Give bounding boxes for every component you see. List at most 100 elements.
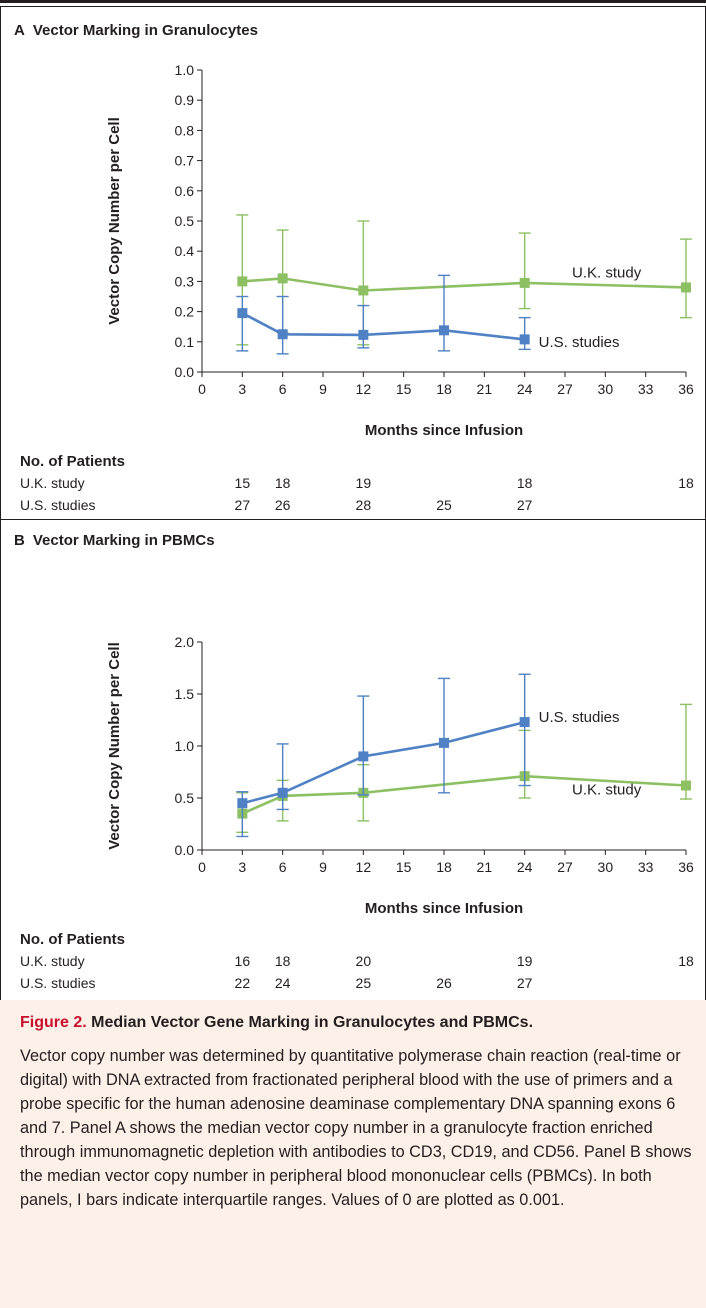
panel-b-title: B Vector Marking in PBMCs [14, 532, 215, 549]
caption-title-text: Median Vector Gene Marking in Granulocyt… [86, 1014, 534, 1031]
x-tick-label: 21 [477, 859, 493, 875]
patients-count: 18 [678, 475, 694, 491]
x-tick-label: 24 [517, 859, 533, 875]
panel-a-letter: A [14, 22, 25, 39]
data-point [681, 780, 691, 791]
data-point [519, 334, 530, 345]
series-1 [236, 274, 531, 355]
series-label: U.K. study [572, 782, 642, 799]
patients-count: 19 [517, 953, 533, 969]
x-tick-label: 24 [517, 381, 533, 397]
x-tick-label: 27 [557, 859, 573, 875]
y-tick-label: 1.0 [175, 62, 195, 78]
x-tick-label: 9 [319, 381, 327, 397]
y-tick-label: 0.9 [175, 92, 195, 108]
caption-body: Vector copy number was determined by qua… [20, 1047, 692, 1209]
data-point [358, 285, 369, 296]
patients-count: 25 [436, 497, 452, 513]
patients-count: 20 [356, 953, 372, 969]
patients-count: 27 [517, 975, 533, 991]
data-point [237, 308, 248, 319]
patients-count: 25 [356, 975, 372, 991]
chart-a: 0.00.10.20.30.40.50.60.70.80.91.00 3 6 9 12 1… [20, 62, 694, 513]
x-tick-label: 21 [477, 381, 493, 397]
y-tick-label: 0.8 [175, 122, 195, 138]
caption-figure-label: Figure 2. [20, 1014, 87, 1031]
data-point [277, 273, 288, 284]
x-tick-label: 30 [598, 859, 614, 875]
x-tick-label: 0 [198, 859, 206, 875]
x-tick-label: 33 [638, 381, 654, 397]
figure-caption: Figure 2. Median Vector Gene Marking in … [0, 1000, 706, 1308]
y-tick-label: 0.1 [175, 334, 195, 350]
patients-count: 18 [678, 953, 694, 969]
frame-left [0, 6, 1, 1000]
patients-count: 18 [275, 953, 291, 969]
x-tick-label: 3 [238, 381, 246, 397]
x-tick-label: 30 [598, 381, 614, 397]
panel-b-letter: B [14, 532, 25, 549]
patients-row-label: U.S. studies [20, 497, 95, 513]
patients-header: No. of Patients [20, 453, 125, 470]
patients-count: 22 [235, 975, 251, 991]
data-point [277, 787, 288, 798]
patients-row-label: U.K. study [20, 475, 85, 491]
patients-count: 26 [436, 975, 452, 991]
panel-a-title-text: Vector Marking in Granulocytes [32, 22, 258, 39]
patients-count: 27 [517, 497, 533, 513]
patients-row-label: U.K. study [20, 953, 85, 969]
x-tick-label: 15 [396, 859, 412, 875]
data-point [439, 737, 449, 748]
y-tick-label: 1.5 [175, 686, 195, 702]
x-tick-label: 0 [198, 381, 206, 397]
y-tick-label: 0.2 [175, 304, 195, 320]
patients-count: 16 [235, 953, 251, 969]
y-tick-label: 0.5 [175, 213, 195, 229]
patients-header: No. of Patients [20, 931, 125, 948]
series-label: U.S. studies [539, 709, 620, 726]
panel-b-title-text: Vector Marking in PBMCs [32, 532, 215, 549]
y-axis-label: Vector Copy Number per Cell [106, 642, 123, 850]
y-tick-label: 0.5 [175, 790, 195, 806]
data-point [237, 798, 248, 809]
y-tick-label: 0.3 [175, 273, 195, 289]
patients-row-label: U.S. studies [20, 975, 95, 991]
patients-count: 26 [275, 497, 291, 513]
top-rule-thin [0, 6, 706, 7]
x-tick-label: 36 [678, 859, 694, 875]
y-tick-label: 0.0 [175, 364, 195, 380]
patients-count: 18 [275, 475, 291, 491]
data-point [681, 282, 691, 293]
patients-count: 27 [235, 497, 251, 513]
patients-count: 15 [235, 475, 251, 491]
y-tick-label: 0.4 [175, 243, 195, 259]
series-label: U.S. studies [539, 334, 620, 351]
x-tick-label: 27 [557, 381, 573, 397]
series-label: U.K. study [572, 264, 642, 281]
y-tick-label: 0.6 [175, 183, 195, 199]
caption-title: Figure 2. Median Vector Gene Marking in … [20, 1014, 533, 1032]
x-tick-label: 3 [238, 859, 246, 875]
series-1 [236, 673, 531, 838]
x-tick-label: 9 [319, 859, 327, 875]
y-tick-label: 2.0 [175, 634, 195, 650]
y-tick-label: 0.0 [175, 842, 195, 858]
patients-count: 28 [356, 497, 372, 513]
y-tick-label: 1.0 [175, 738, 195, 754]
data-point [277, 329, 288, 340]
chart-b: 0.00.51.01.52.00 3 6 9 12 15 18 21 24 27 30 33 36Vec… [20, 634, 694, 991]
x-tick-label: 12 [356, 859, 372, 875]
top-rule-thick [0, 0, 706, 3]
x-tick-label: 33 [638, 859, 654, 875]
x-tick-label: 18 [436, 859, 452, 875]
data-point [358, 751, 369, 762]
x-tick-label: 6 [279, 859, 287, 875]
x-tick-label: 12 [356, 381, 372, 397]
x-axis-label: Months since Infusion [365, 422, 523, 439]
patients-count: 19 [356, 475, 372, 491]
x-tick-label: 6 [279, 381, 287, 397]
x-tick-label: 15 [396, 381, 412, 397]
data-point [237, 276, 248, 287]
data-point [519, 277, 530, 288]
patients-count: 24 [275, 975, 291, 991]
